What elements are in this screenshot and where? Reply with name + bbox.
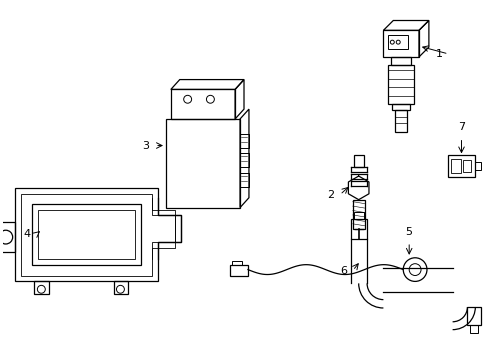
- Bar: [387, 65, 413, 104]
- Bar: [240, 134, 248, 148]
- Bar: [394, 110, 407, 132]
- Bar: [469, 325, 477, 333]
- Bar: [474, 162, 480, 170]
- Bar: [353, 156, 363, 167]
- Bar: [353, 212, 363, 219]
- Text: 5: 5: [405, 227, 412, 237]
- Bar: [390, 57, 410, 65]
- Bar: [463, 160, 470, 172]
- Bar: [230, 265, 247, 276]
- Bar: [232, 261, 242, 265]
- Text: 6: 6: [339, 266, 346, 276]
- Bar: [38, 210, 135, 259]
- Bar: [170, 89, 235, 119]
- Text: 2: 2: [326, 190, 333, 200]
- Bar: [391, 104, 409, 110]
- Text: 7: 7: [457, 122, 464, 132]
- Bar: [450, 159, 460, 173]
- Text: 1: 1: [435, 49, 442, 59]
- Bar: [352, 200, 364, 229]
- Text: 3: 3: [142, 140, 149, 150]
- Bar: [387, 35, 407, 49]
- Bar: [350, 219, 366, 239]
- Bar: [32, 204, 141, 265]
- Bar: [467, 307, 480, 325]
- Bar: [240, 173, 248, 187]
- Bar: [165, 119, 240, 208]
- Text: 4: 4: [23, 229, 30, 239]
- Bar: [240, 153, 248, 167]
